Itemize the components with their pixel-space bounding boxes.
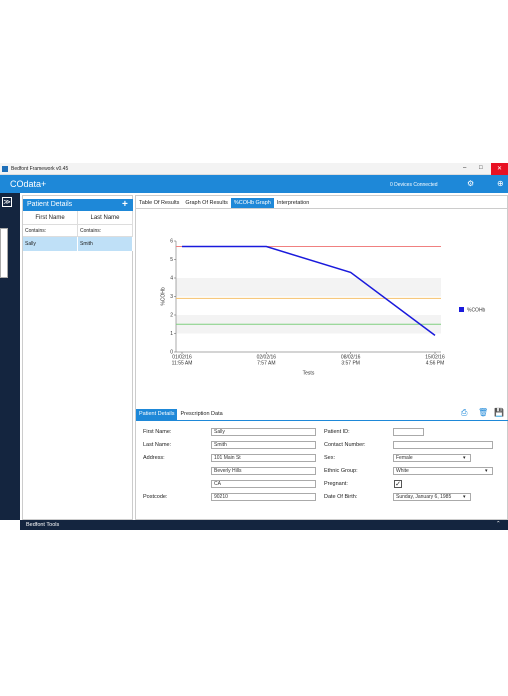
x-tick-time: 7:57 AM — [257, 360, 275, 366]
column-filter[interactable]: Contains: — [23, 225, 78, 237]
column-header[interactable]: Last Name — [78, 211, 133, 225]
y-tick-label: 0 — [170, 349, 173, 355]
app-header: COdata+ 0 Devices Connected ⚙ ⊕ — [0, 175, 508, 193]
y-tick-label: 6 — [170, 238, 173, 244]
footer-bar: Bedfont Tools ⌃ — [20, 520, 508, 530]
field-label: Contact Number: — [324, 442, 366, 448]
device-status: 0 Devices Connected — [390, 182, 438, 188]
field-label: Pregnant: — [324, 481, 348, 487]
patient-cell[interactable]: Smith — [78, 237, 133, 251]
side-tab[interactable] — [0, 228, 8, 278]
minimize-button[interactable]: – — [463, 165, 467, 171]
x-tick-label: 15/02/16 — [425, 354, 445, 360]
patient-panel-header: Patient Details + — [23, 199, 133, 211]
checkbox[interactable]: ✓ — [394, 480, 402, 488]
patient-cell[interactable]: Sally — [23, 237, 78, 251]
field-label: Date Of Birth: — [324, 494, 358, 500]
window-title-bar: Bedfont Framework v0.45 – □ ✕ — [0, 163, 508, 175]
text-field[interactable]: Sally — [211, 428, 316, 436]
text-field[interactable]: 101 Main St — [211, 454, 316, 462]
close-button[interactable]: ✕ — [491, 163, 508, 175]
legend-swatch — [459, 307, 464, 312]
patient-panel-title: Patient Details — [27, 201, 73, 208]
footer-title: Bedfont Tools — [26, 522, 60, 528]
maximize-button[interactable]: □ — [479, 165, 483, 171]
results-tabs: Table Of Results Graph Of Results %COHb Gr… — [136, 198, 508, 209]
tab[interactable]: Interpretation — [276, 200, 310, 206]
save-button[interactable]: 💾 — [494, 408, 504, 417]
x-tick-label: 08/02/16 — [341, 354, 361, 360]
column-header[interactable]: First Name — [23, 211, 78, 225]
expand-button[interactable]: ≫ — [2, 197, 12, 207]
field-label: Ethnic Group: — [324, 468, 358, 474]
tab[interactable]: Prescription Data — [180, 411, 223, 417]
x-tick-time: 4:56 PM — [426, 360, 445, 366]
window-title: Bedfont Framework v0.45 — [11, 166, 69, 172]
dropdown-arrow[interactable]: ▾ — [485, 468, 488, 474]
field-label: Patient ID: — [324, 429, 350, 435]
band — [176, 278, 441, 297]
y-tick-label: 1 — [170, 331, 173, 337]
dropdown-arrow[interactable]: ▾ — [463, 494, 466, 500]
field-label: Sex: — [324, 455, 336, 461]
y-tick-label: 2 — [170, 312, 173, 318]
x-tick-label: 02/02/16 — [257, 354, 277, 360]
x-tick-label: 01/02/16 — [172, 354, 192, 360]
tab[interactable]: %COHb Graph — [230, 198, 274, 208]
text-field[interactable]: Smith — [211, 441, 316, 449]
delete-button[interactable]: 🗑 — [478, 408, 489, 417]
dropdown[interactable]: Sunday, January 6, 1985 — [393, 493, 471, 501]
y-tick-label: 5 — [170, 257, 173, 263]
field-label: Last Name: — [143, 442, 172, 448]
add-patient-button[interactable]: + — [122, 199, 128, 210]
collapse-button[interactable]: ⌃ — [496, 521, 501, 527]
tab[interactable]: Table Of Results — [139, 200, 180, 206]
field-label: First Name: — [143, 429, 172, 435]
patient-grid: First Name Contains: Last Name Contains: Sal… — [23, 211, 133, 256]
patient-panel: Patient Details + First Name Contains: Las… — [22, 195, 133, 520]
app-icon — [2, 166, 8, 172]
print-button[interactable]: ⎙ — [461, 408, 468, 417]
y-tick-label: 4 — [170, 275, 173, 281]
dropdown-arrow[interactable]: ▾ — [463, 455, 466, 461]
x-axis-label: Tests — [303, 370, 315, 376]
text-field[interactable]: Beverly Hills — [211, 467, 316, 475]
text-field[interactable] — [393, 441, 493, 449]
dropdown[interactable]: Female — [393, 454, 471, 462]
add-device-button[interactable]: ⊕ — [497, 179, 504, 188]
text-field[interactable]: CA — [211, 480, 316, 488]
tab[interactable]: Graph Of Results — [185, 200, 228, 206]
tab[interactable]: Patient Details — [136, 409, 178, 420]
app-title: COdata+ — [10, 179, 47, 189]
series-line — [182, 245, 436, 336]
text-field[interactable] — [393, 428, 424, 436]
form-tabs: Patient Details Prescription Data — [136, 409, 508, 421]
y-axis-label: %COHb — [160, 287, 166, 306]
dropdown[interactable]: White — [393, 467, 493, 475]
field-label: Address: — [143, 455, 165, 461]
x-tick-time: 3:57 PM — [341, 360, 360, 366]
patient-form: First Name: Sally Last Name: Smith Address: 1… — [136, 424, 508, 519]
text-field[interactable]: 90210 — [211, 493, 316, 501]
results-area: Table Of Results Graph Of Results %COHb Gr… — [135, 195, 508, 520]
legend-label: %COHb — [467, 307, 486, 313]
column-filter[interactable]: Contains: — [78, 225, 133, 237]
settings-button[interactable]: ⚙ — [467, 179, 475, 188]
field-label: Postcode: — [143, 494, 168, 500]
y-tick-label: 3 — [170, 294, 173, 300]
x-tick-time: 11:55 AM — [172, 360, 193, 366]
